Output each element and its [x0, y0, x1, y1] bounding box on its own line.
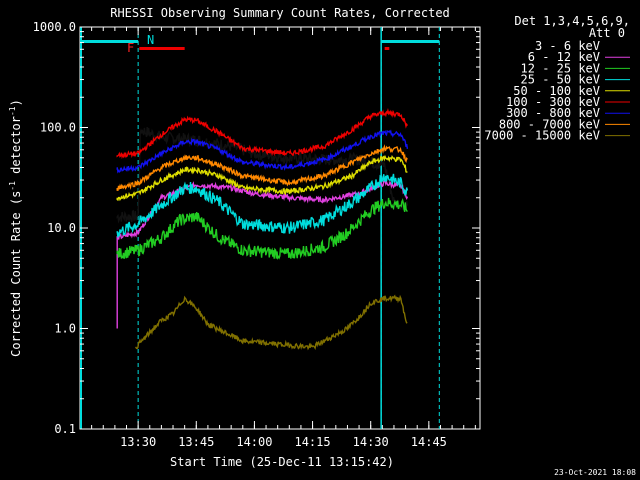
y-axis-label-sup2: -1: [8, 106, 17, 116]
series-line: [116, 197, 408, 260]
legend-label: 6 - 12 keV: [528, 50, 600, 64]
series-12-25-kev: [116, 197, 408, 260]
series-line: [116, 173, 409, 238]
series-25-50-kev: [116, 173, 409, 238]
legend-label: 800 - 7000 keV: [499, 117, 600, 131]
x-tick-label: 14:00: [236, 435, 272, 449]
series-line: [116, 129, 409, 174]
series-50-100-kev: [116, 154, 408, 202]
series-line: [116, 107, 409, 160]
x-tick-label: 14:30: [353, 435, 389, 449]
y-tick-label: 1000.0: [33, 20, 76, 34]
night-bar: [381, 40, 440, 43]
y-axis-label-part1: Corrected Count Rate (s: [9, 191, 23, 357]
series-line: [135, 294, 408, 351]
series-6-12-kev: [116, 180, 409, 329]
legend-label: 7000 - 15000 keV: [484, 129, 600, 143]
x-tick-label: 13:45: [178, 435, 214, 449]
night-bar: [80, 40, 139, 43]
y-tick-label: 10.0: [47, 221, 76, 235]
x-tick-label: 14:45: [411, 435, 447, 449]
chart-title: RHESSI Observing Summary Count Rates, Co…: [110, 6, 450, 20]
y-tick-label: 0.1: [54, 422, 76, 436]
generation-timestamp: 23-Oct-2021 18:08: [554, 468, 636, 477]
series-line: [116, 154, 408, 202]
flare-bar: [384, 47, 390, 50]
series-100-300-kev: [116, 107, 409, 160]
flare-label: F: [127, 41, 134, 55]
series-3-6-kev: [116, 126, 409, 224]
series-7000-15000-kev: [135, 294, 408, 351]
flare-bar: [139, 47, 185, 50]
y-axis-label-part2: detector: [9, 116, 23, 181]
y-tick-label: 1.0: [54, 322, 76, 336]
series-300-800-kev: [116, 129, 409, 174]
series-line: [116, 144, 408, 191]
x-tick-label: 14:15: [294, 435, 330, 449]
legend-label: 3 - 6 keV: [535, 39, 600, 53]
legend-header-1: Det 1,3,4,5,6,9,: [514, 14, 630, 28]
legend-header-2: Att 0: [589, 26, 625, 40]
legend-label: 100 - 300 keV: [506, 95, 600, 109]
legend-label: 12 - 25 keV: [521, 61, 600, 75]
legend-label: 300 - 800 keV: [506, 106, 600, 120]
y-axis-label-sup1: -1: [8, 181, 17, 191]
legend-label: 25 - 50 keV: [521, 73, 600, 87]
y-axis-label-part3: ): [9, 99, 23, 106]
x-axis-label: Start Time (25-Dec-11 13:15:42): [170, 455, 394, 469]
x-tick-label: 13:30: [120, 435, 156, 449]
legend-label: 50 - 100 keV: [513, 84, 600, 98]
night-label: N: [147, 33, 154, 47]
series-line: [116, 180, 409, 329]
series-800-7000-kev: [116, 144, 408, 191]
y-axis-label: Corrected Count Rate (s-1 detector-1): [8, 99, 23, 357]
series-line: [116, 126, 409, 224]
y-tick-label: 100.0: [40, 121, 76, 135]
